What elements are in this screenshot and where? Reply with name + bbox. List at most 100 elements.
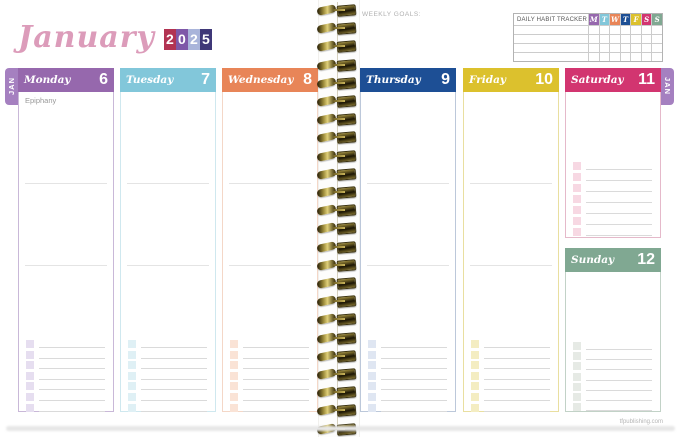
checklist-line <box>141 389 207 391</box>
spiral-coil <box>316 22 359 35</box>
coil-wire-left <box>316 40 337 53</box>
day-column-monday: Monday 6 Epiphany <box>18 68 114 412</box>
checklist-line <box>586 213 652 214</box>
spiral-coil <box>316 313 359 327</box>
day-column-tuesday: Tuesday 7 <box>120 68 216 412</box>
checklist-row <box>573 382 652 391</box>
checklist-line <box>381 389 447 391</box>
tracker-cell <box>651 52 662 61</box>
spiral-coil <box>316 167 359 181</box>
checklist-line <box>243 378 309 380</box>
spiral-coil <box>316 4 359 17</box>
checklist-row <box>128 403 207 412</box>
holiday-note: Epiphany <box>25 96 57 105</box>
checklist-row <box>368 371 447 380</box>
checkbox <box>471 403 479 412</box>
checklist-line <box>586 400 652 401</box>
checkbox <box>230 361 238 370</box>
coil-wire-right <box>336 386 357 399</box>
spiral-coil <box>316 386 359 399</box>
checklist-row <box>573 342 652 350</box>
checklist-line <box>586 202 652 203</box>
checklist-line <box>243 368 309 370</box>
day-header: Saturday 11 <box>565 68 661 92</box>
checkbox <box>368 403 376 412</box>
tracker-day-letter: T <box>598 14 610 25</box>
checkbox <box>368 350 376 359</box>
tracker-cell <box>619 43 631 52</box>
checkbox <box>230 382 238 391</box>
coil-wire-left <box>316 76 337 89</box>
checkbox <box>573 173 581 181</box>
checklist-line <box>586 180 652 181</box>
checklist-line <box>586 169 652 170</box>
checklist-line <box>39 378 105 380</box>
checklist-row <box>573 393 652 401</box>
tracker-cell <box>640 52 652 61</box>
checklist-line <box>381 378 447 380</box>
checkbox <box>471 340 479 348</box>
checkbox <box>26 382 34 391</box>
checklist-row <box>471 393 550 401</box>
coil-wire-right <box>336 58 357 72</box>
tracker-cell <box>640 34 652 43</box>
checklist-line <box>39 357 105 359</box>
tracker-cell <box>598 34 610 43</box>
checkbox <box>128 382 136 391</box>
checklist-row <box>573 184 652 192</box>
checkbox <box>230 340 238 348</box>
jan-tab-left: JAN <box>5 68 18 105</box>
section-divider <box>229 265 311 266</box>
tracker-cell <box>619 25 631 34</box>
checklist-row <box>368 340 447 348</box>
checklist-row <box>471 361 550 370</box>
checklist-row <box>26 350 105 359</box>
day-column-sunday: Sunday 12 <box>565 248 661 412</box>
tracker-cell <box>630 25 641 34</box>
spiral-coil <box>316 186 359 199</box>
day-date: 6 <box>99 71 108 88</box>
spiral-coil <box>316 295 359 308</box>
checklist-row <box>230 393 309 401</box>
spiral-coil <box>316 40 359 54</box>
checklist-line <box>484 378 550 380</box>
checklist-row <box>26 340 105 348</box>
checkbox <box>128 340 136 348</box>
checklist-row <box>573 228 652 236</box>
checklist-line <box>243 400 309 401</box>
section-divider <box>127 265 209 266</box>
publisher-website: tfpublishing.com <box>619 419 663 425</box>
checklist-line <box>39 400 105 401</box>
coil-wire-right <box>336 149 357 163</box>
checkbox <box>471 393 479 401</box>
coil-wire-left <box>316 258 337 271</box>
coil-wire-left <box>316 295 337 308</box>
checkbox <box>230 371 238 380</box>
tracker-day-letter: W <box>609 14 620 25</box>
checklist-line <box>484 389 550 391</box>
checkbox <box>573 342 581 350</box>
checklist-line <box>586 379 652 381</box>
checklist-row <box>26 403 105 412</box>
coil-wire-left <box>316 222 337 235</box>
coil-wire-left <box>316 313 337 326</box>
spiral-coil <box>316 368 359 381</box>
checklist-line <box>243 389 309 391</box>
tracker-day-letter: M <box>588 14 599 25</box>
coil-wire-right <box>336 222 357 236</box>
day-date: 8 <box>303 71 312 88</box>
coil-wire-right <box>336 95 357 108</box>
tracker-cell <box>514 25 588 34</box>
tracker-day-letter: T <box>619 14 631 25</box>
checklist-row <box>230 382 309 391</box>
spiral-coil <box>316 240 359 254</box>
tracker-cell <box>598 25 610 34</box>
checklist-line <box>586 389 652 391</box>
checklist-line <box>141 400 207 401</box>
tracker-cell <box>598 43 610 52</box>
day-header: Thursday 9 <box>360 68 456 92</box>
tracker-label: DAILY HABIT TRACKER <box>517 16 588 23</box>
checklist-line <box>586 191 652 192</box>
